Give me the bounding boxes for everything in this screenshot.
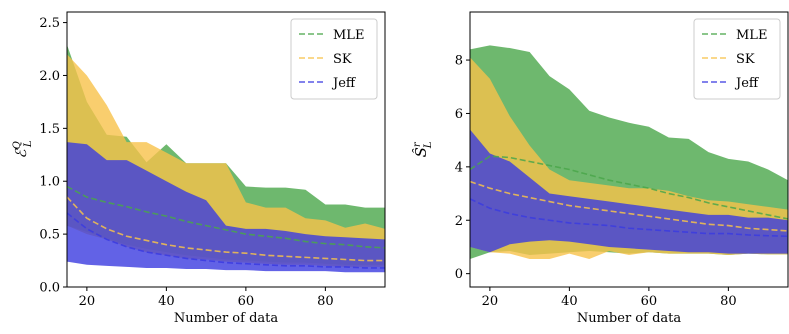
y-tick-label: 2.0	[39, 69, 60, 84]
plot-area	[67, 44, 385, 273]
x-tick-label: 20	[79, 294, 96, 309]
mean-line-jeff	[470, 198, 788, 238]
band-jeff	[470, 129, 788, 254]
svg-text:ℰQL: ℰQL	[12, 140, 34, 158]
y-tick-label: 1.5	[39, 122, 60, 137]
y-axis-label: ℰQL	[12, 140, 34, 158]
y-tick-label: 2	[455, 214, 463, 229]
legend: MLE SK Jeff	[290, 18, 378, 100]
legend: MLE SK Jeff	[693, 18, 781, 100]
left-chart-panel: 20 40 60 80 0.0 0.5 1.0 1.5 2.0 2.5 Number of data…	[12, 11, 386, 326]
legend-label-sk: SK	[736, 52, 755, 67]
legend-label-jeff: Jeff	[734, 76, 760, 91]
y-tick-label: 0.5	[39, 228, 60, 243]
x-axis-label: Number of data	[174, 311, 279, 326]
mean-line-sk	[470, 180, 788, 232]
axes-frame	[469, 11, 789, 288]
mean-line-sk	[67, 196, 385, 262]
y-tick-label: 0.0	[39, 281, 60, 296]
x-tick-label: 40	[561, 294, 578, 309]
legend-label-jeff: Jeff	[331, 76, 357, 91]
y-tick-label: 4	[455, 160, 463, 175]
y-tick-label: 8	[455, 54, 463, 69]
x-tick-label: 60	[238, 294, 255, 309]
legend-label-mle: MLE	[333, 28, 364, 43]
x-axis-label: Number of data	[577, 311, 682, 326]
y-axis-label: ŜrL	[412, 141, 434, 157]
legend-label-mle: MLE	[736, 28, 767, 43]
mean-line-mle	[470, 155, 788, 220]
y-tick-label: 6	[455, 107, 463, 122]
x-tick-label: 80	[720, 294, 737, 309]
axes-frame	[66, 11, 386, 288]
y-tick-label: 2.5	[39, 16, 60, 31]
svg-text:ŜrL: ŜrL	[412, 141, 434, 157]
x-tick-label: 60	[641, 294, 658, 309]
x-tick-label: 80	[317, 294, 334, 309]
mean-line-mle	[67, 185, 385, 249]
legend-label-sk: SK	[333, 52, 352, 67]
y-tick-label: 1.0	[39, 175, 60, 190]
plot-area	[470, 45, 788, 259]
x-tick-label: 20	[482, 294, 499, 309]
x-tick-label: 40	[158, 294, 175, 309]
right-chart-panel: 20 40 60 80 0 2 4 6 8 Number of data ŜrL MLE SK Jeff	[412, 11, 789, 326]
y-tick-label: 0	[455, 267, 463, 282]
